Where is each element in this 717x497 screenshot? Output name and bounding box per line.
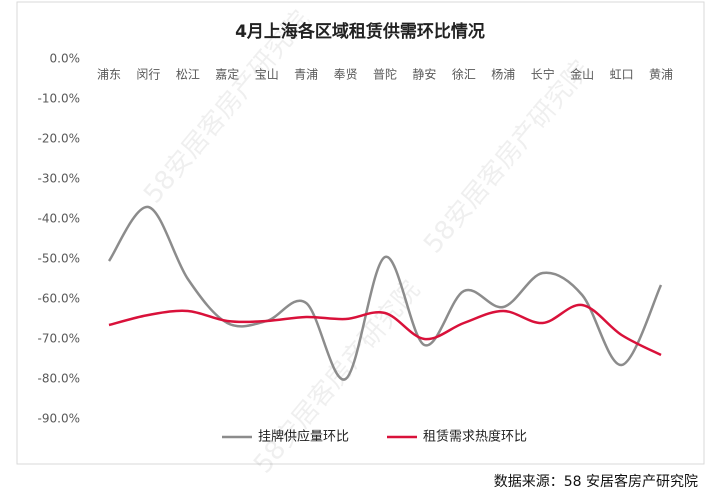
- x-tick-label: 普陀: [373, 67, 397, 82]
- x-tick-label: 虹口: [610, 68, 634, 82]
- x-tick-label: 杨浦: [491, 67, 515, 82]
- chart-frame: [16, 1, 705, 465]
- y-tick-label: -60.0%: [38, 292, 80, 306]
- watermark: 58安居客房产研究院: [418, 55, 596, 259]
- source: 数据来源：58 安居客房产研究院: [494, 473, 698, 490]
- x-tick-label: 徐汇: [452, 67, 476, 82]
- y-tick-label: 0.0%: [50, 52, 81, 66]
- watermark: 58安居客房产研究院: [248, 275, 426, 479]
- series-line: [107, 205, 663, 381]
- y-tick-label: -40.0%: [38, 212, 80, 226]
- x-tick-label: 静安: [412, 67, 436, 82]
- series-line: [108, 303, 662, 357]
- x-tick-label: 闵行: [136, 67, 160, 82]
- x-tick-label: 嘉定: [215, 67, 239, 82]
- x-tick-label: 浦东: [97, 68, 121, 82]
- y-tick-label: -90.0%: [38, 412, 80, 426]
- y-tick-label: -50.0%: [38, 252, 80, 266]
- x-tick-label: 松江: [176, 68, 200, 82]
- x-tick-label: 金山: [570, 67, 594, 82]
- y-tick-label: -30.0%: [38, 172, 80, 186]
- legend-label: 挂牌供应量环比: [258, 429, 349, 445]
- x-tick-label: 宝山: [255, 68, 279, 82]
- y-tick-label: -80.0%: [38, 372, 80, 386]
- x-tick-label: 青浦: [294, 68, 318, 82]
- y-tick-label: -10.0%: [38, 92, 80, 106]
- y-tick-label: -20.0%: [38, 132, 80, 146]
- x-tick-label: 奉贤: [334, 68, 358, 82]
- y-tick-label: -70.0%: [38, 332, 80, 346]
- x-tick-label: 黄浦: [649, 68, 673, 82]
- chart-title: 4月上海各区域租赁供需环比情况: [235, 21, 485, 42]
- legend-label: 租赁需求热度环比: [423, 429, 527, 445]
- x-tick-label: 长宁: [531, 67, 555, 82]
